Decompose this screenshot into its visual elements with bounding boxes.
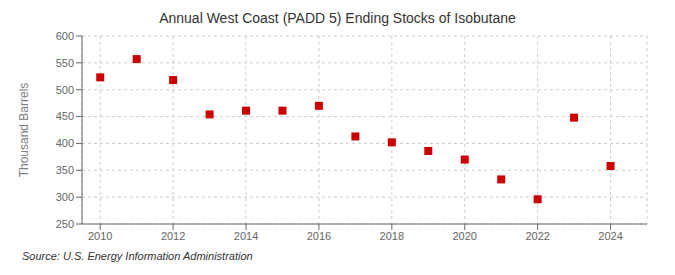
svg-text:2022: 2022 <box>525 230 549 242</box>
svg-text:2012: 2012 <box>161 230 185 242</box>
svg-text:300: 300 <box>56 191 74 203</box>
svg-text:2020: 2020 <box>452 230 476 242</box>
svg-text:400: 400 <box>56 137 74 149</box>
svg-text:250: 250 <box>56 218 74 230</box>
svg-text:2016: 2016 <box>307 230 331 242</box>
html-text:Source: U.S. Energy Informatio: Source: U.S. Energy Information Administ… <box>22 250 253 262</box>
svg-text:2018: 2018 <box>380 230 404 242</box>
html-text:Annual West Coast (PADD 5) End: Annual West Coast (PADD 5) Ending Stocks… <box>159 10 516 26</box>
svg-text:2010: 2010 <box>88 230 112 242</box>
svg-text:2024: 2024 <box>598 230 622 242</box>
svg-text:600: 600 <box>56 30 74 42</box>
svg-text:450: 450 <box>56 110 74 122</box>
svg-text:550: 550 <box>56 57 74 69</box>
svg-text:2014: 2014 <box>234 230 258 242</box>
svg-text:Thousand Barrels: Thousand Barrels <box>17 83 31 178</box>
svg-text:350: 350 <box>56 164 74 176</box>
svg-text:500: 500 <box>56 84 74 96</box>
